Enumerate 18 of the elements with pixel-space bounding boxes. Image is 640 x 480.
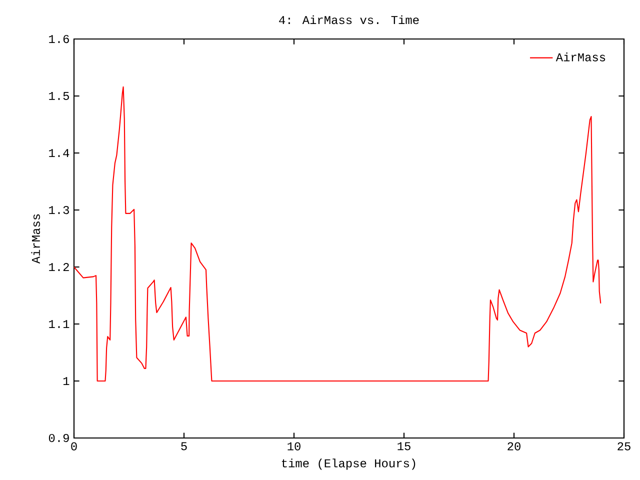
y-tick-label: 1.6 bbox=[49, 34, 69, 44]
y-axis-title: AirMass bbox=[31, 214, 40, 264]
x-tick-label: 5 bbox=[181, 442, 187, 450]
x-axis-title: time (Elapse Hours) bbox=[282, 458, 416, 470]
y-tick-label: 1.1 bbox=[49, 320, 70, 328]
legend-label: AirMass bbox=[556, 52, 606, 62]
x-tick-label: 25 bbox=[618, 442, 630, 450]
chart-title: 4: AirMass vs. Time bbox=[279, 15, 419, 24]
y-tick-label: 1.2 bbox=[49, 263, 69, 271]
y-tick-label: 1.4 bbox=[49, 149, 70, 157]
x-tick-label: 20 bbox=[508, 442, 520, 450]
x-tick-label: 0 bbox=[71, 442, 77, 450]
y-tick-label: 1 bbox=[63, 377, 70, 385]
x-tick-label: 10 bbox=[288, 442, 300, 450]
y-tick-label: 1.3 bbox=[49, 206, 69, 214]
y-tick-label: 0.9 bbox=[48, 434, 69, 442]
y-tick-label: 1.5 bbox=[49, 92, 69, 100]
x-tick-label: 15 bbox=[398, 442, 410, 450]
